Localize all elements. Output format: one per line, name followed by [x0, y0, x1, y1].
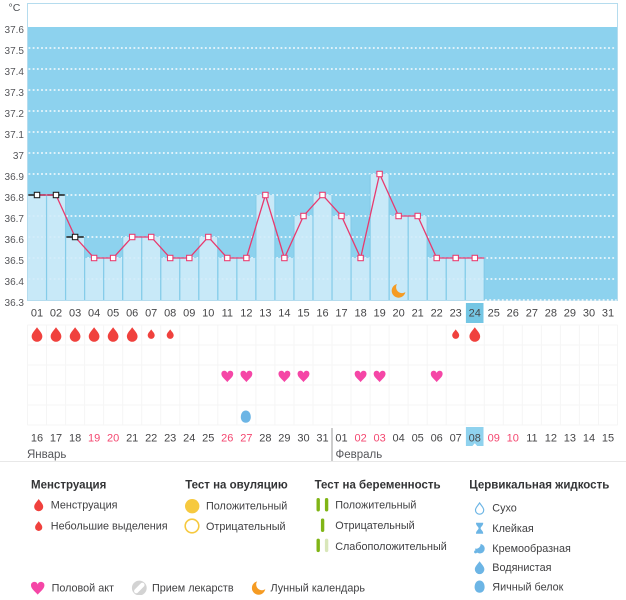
svg-text:01: 01 [31, 308, 43, 320]
svg-text:22: 22 [145, 433, 157, 445]
svg-text:Клейкая: Клейкая [492, 523, 534, 535]
svg-text:04: 04 [392, 433, 404, 445]
svg-text:Цервикальная жидкость: Цервикальная жидкость [469, 479, 609, 491]
svg-text:15: 15 [297, 308, 309, 320]
svg-text:31: 31 [316, 433, 328, 445]
svg-text:03: 03 [373, 433, 385, 445]
svg-text:31: 31 [602, 308, 614, 320]
svg-text:29: 29 [278, 433, 290, 445]
svg-text:05: 05 [412, 433, 424, 445]
svg-text:36.6: 36.6 [5, 235, 25, 246]
svg-text:16: 16 [316, 308, 328, 320]
svg-text:21: 21 [126, 433, 138, 445]
svg-text:Январь: Январь [27, 449, 66, 461]
svg-text:37.6: 37.6 [5, 25, 25, 36]
svg-text:07: 07 [450, 433, 462, 445]
svg-text:13: 13 [564, 433, 576, 445]
svg-text:10: 10 [507, 433, 519, 445]
svg-text:Лунный календарь: Лунный календарь [271, 582, 366, 594]
svg-text:Небольшие выделения: Небольшие выделения [51, 521, 168, 533]
svg-text:Отрицательный: Отрицательный [335, 520, 414, 532]
svg-text:Отрицательный: Отрицательный [206, 521, 285, 533]
svg-text:Менструация: Менструация [31, 479, 106, 491]
svg-text:27: 27 [240, 433, 252, 445]
svg-text:02: 02 [50, 308, 62, 320]
svg-text:Сухо: Сухо [492, 503, 516, 515]
svg-text:Половой акт: Половой акт [52, 582, 114, 594]
svg-text:11: 11 [222, 308, 233, 320]
svg-text:17: 17 [50, 433, 62, 445]
svg-text:Тест на беременность: Тест на беременность [315, 479, 441, 491]
svg-text:37.3: 37.3 [5, 88, 25, 99]
svg-text:36.7: 36.7 [5, 214, 25, 225]
svg-text:22: 22 [431, 308, 443, 320]
svg-text:28: 28 [259, 433, 271, 445]
svg-text:°C: °C [9, 2, 21, 14]
svg-text:20: 20 [107, 433, 119, 445]
svg-text:07: 07 [145, 308, 157, 320]
svg-text:26: 26 [221, 433, 233, 445]
svg-text:37.1: 37.1 [5, 130, 25, 141]
svg-text:Менструация: Менструация [51, 499, 118, 511]
svg-text:10: 10 [202, 308, 214, 320]
svg-text:14: 14 [583, 433, 595, 445]
svg-text:Яичный белок: Яичный белок [492, 581, 563, 593]
svg-text:27: 27 [526, 308, 538, 320]
svg-text:20: 20 [392, 308, 404, 320]
svg-text:36.5: 36.5 [5, 256, 25, 267]
svg-text:36.3: 36.3 [5, 298, 25, 309]
svg-text:30: 30 [297, 433, 309, 445]
svg-text:Положительный: Положительный [206, 500, 287, 512]
svg-text:04: 04 [88, 308, 100, 320]
svg-text:18: 18 [69, 433, 81, 445]
svg-text:14: 14 [278, 308, 290, 320]
svg-text:25: 25 [488, 308, 500, 320]
svg-text:37.2: 37.2 [5, 109, 25, 120]
svg-text:12: 12 [545, 433, 557, 445]
svg-text:37.5: 37.5 [5, 46, 25, 57]
svg-text:08: 08 [164, 308, 176, 320]
svg-text:Положительный: Положительный [335, 499, 416, 511]
svg-text:36.4: 36.4 [5, 277, 25, 288]
svg-text:36.9: 36.9 [5, 172, 25, 183]
svg-text:Кремообразная: Кремообразная [492, 543, 571, 555]
svg-text:24: 24 [183, 433, 195, 445]
svg-text:06: 06 [431, 433, 443, 445]
svg-text:37.4: 37.4 [5, 67, 25, 78]
svg-text:05: 05 [107, 308, 119, 320]
svg-text:28: 28 [545, 308, 557, 320]
svg-text:Тест на овуляцию: Тест на овуляцию [185, 479, 288, 491]
svg-text:08: 08 [469, 433, 481, 445]
svg-text:36.8: 36.8 [5, 193, 25, 204]
svg-text:16: 16 [31, 433, 43, 445]
svg-text:24: 24 [469, 308, 481, 320]
svg-text:09: 09 [488, 433, 500, 445]
svg-text:15: 15 [602, 433, 614, 445]
svg-text:37: 37 [13, 151, 25, 162]
svg-text:Водянистая: Водянистая [492, 562, 551, 574]
svg-text:18: 18 [354, 308, 366, 320]
svg-text:Прием лекарств: Прием лекарств [152, 582, 234, 594]
svg-text:26: 26 [507, 308, 519, 320]
svg-text:02: 02 [354, 433, 366, 445]
svg-text:17: 17 [335, 308, 347, 320]
svg-text:29: 29 [564, 308, 576, 320]
svg-text:23: 23 [450, 308, 462, 320]
svg-text:13: 13 [259, 308, 271, 320]
svg-text:Слабоположительный: Слабоположительный [335, 541, 447, 553]
svg-text:11: 11 [526, 433, 537, 445]
svg-text:Февраль: Февраль [336, 449, 383, 461]
svg-text:25: 25 [202, 433, 214, 445]
svg-text:03: 03 [69, 308, 81, 320]
svg-text:19: 19 [373, 308, 385, 320]
svg-text:06: 06 [126, 308, 138, 320]
svg-text:21: 21 [412, 308, 424, 320]
svg-text:09: 09 [183, 308, 195, 320]
svg-text:23: 23 [164, 433, 176, 445]
svg-text:01: 01 [335, 433, 347, 445]
svg-text:19: 19 [88, 433, 100, 445]
svg-text:30: 30 [583, 308, 595, 320]
svg-text:12: 12 [240, 308, 252, 320]
